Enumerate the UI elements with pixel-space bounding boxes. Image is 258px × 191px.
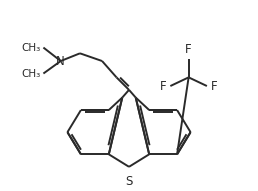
Text: N: N [56, 54, 65, 67]
Text: CH₃: CH₃ [21, 69, 41, 79]
Text: F: F [211, 79, 217, 92]
Text: F: F [160, 79, 166, 92]
Text: S: S [125, 175, 133, 188]
Text: F: F [185, 43, 192, 56]
Text: CH₃: CH₃ [21, 43, 41, 53]
